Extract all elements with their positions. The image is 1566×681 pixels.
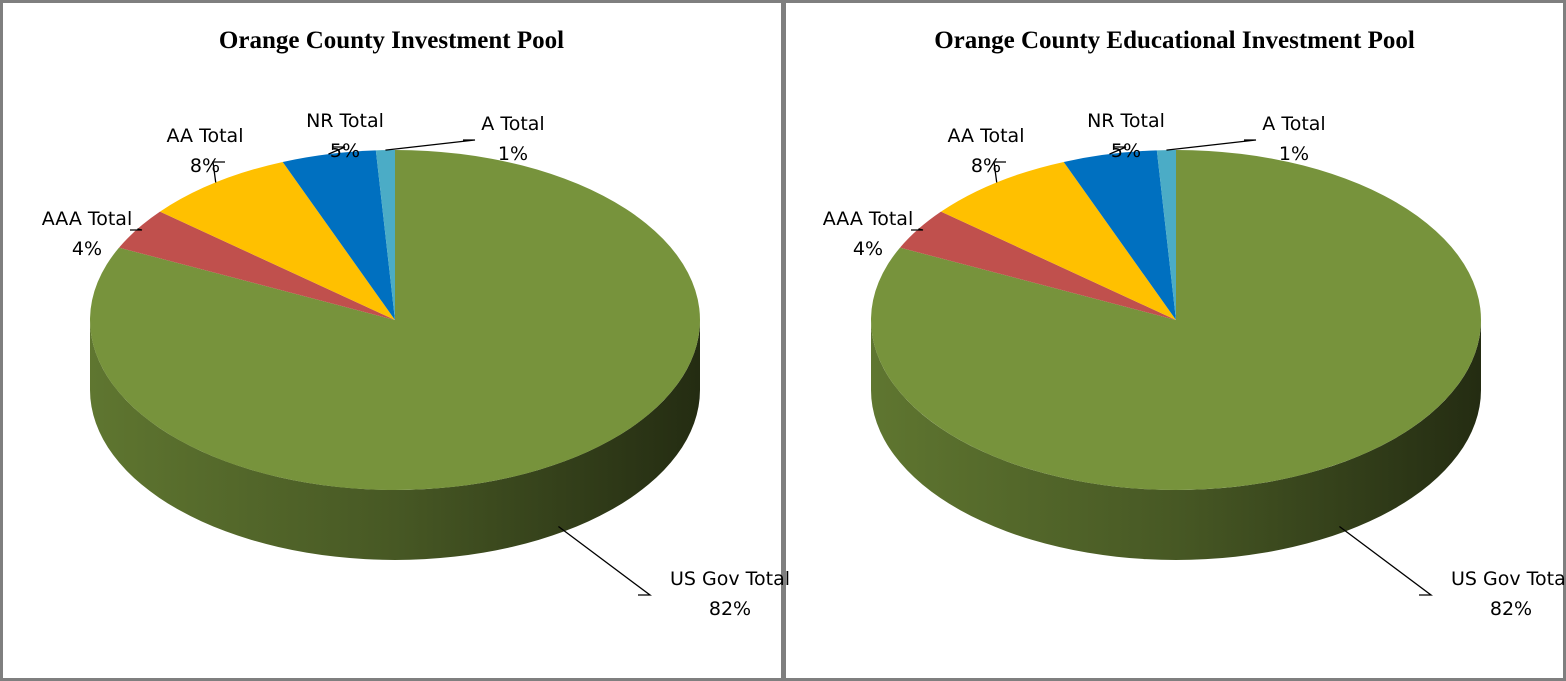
leader-line xyxy=(328,146,346,155)
slice-side xyxy=(871,320,1481,560)
leader-line xyxy=(993,161,1006,183)
slice xyxy=(119,211,396,320)
data-label-value: 82% xyxy=(1490,598,1532,620)
data-label-name: NR Total xyxy=(1087,110,1165,132)
slice xyxy=(375,150,395,320)
data-label-value: 4% xyxy=(853,238,883,260)
leader-line xyxy=(1166,139,1257,151)
data-label-name: AAA Total xyxy=(823,208,913,230)
slice xyxy=(89,150,700,490)
data-label-name: NR Total xyxy=(306,110,384,132)
data-label-value: 5% xyxy=(330,140,360,162)
data-label-name: AA Total xyxy=(167,125,244,147)
data-label-name: A Total xyxy=(481,113,544,135)
leader-line xyxy=(212,161,225,183)
leader-line xyxy=(1339,526,1433,596)
data-label-value: 1% xyxy=(1279,143,1309,165)
data-label-name: US Gov Total xyxy=(1451,568,1566,590)
leader-line xyxy=(1109,146,1127,155)
data-label-value: 8% xyxy=(971,155,1001,177)
data-label-name: AA Total xyxy=(948,125,1025,147)
slice xyxy=(1063,150,1176,320)
chart-title: Orange County Educational Investment Poo… xyxy=(934,27,1415,54)
data-label-value: 4% xyxy=(72,238,102,260)
data-label-value: 1% xyxy=(498,143,528,165)
slice xyxy=(159,161,395,320)
slice-side xyxy=(90,320,700,560)
slice xyxy=(282,150,395,320)
data-label-name: AAA Total xyxy=(42,208,132,230)
data-label-value: 5% xyxy=(1111,140,1141,162)
data-label-name: A Total xyxy=(1262,113,1325,135)
leader-line xyxy=(130,228,143,231)
data-label-value: 82% xyxy=(709,598,751,620)
data-label-name: US Gov Total xyxy=(670,568,790,590)
slice xyxy=(940,161,1176,320)
data-label-value: 8% xyxy=(190,155,220,177)
chart-title: Orange County Investment Pool xyxy=(219,27,564,54)
slice xyxy=(900,211,1176,320)
leader-line xyxy=(558,526,652,596)
leader-line xyxy=(911,228,924,231)
slice xyxy=(1156,150,1176,320)
leader-line xyxy=(385,139,476,151)
